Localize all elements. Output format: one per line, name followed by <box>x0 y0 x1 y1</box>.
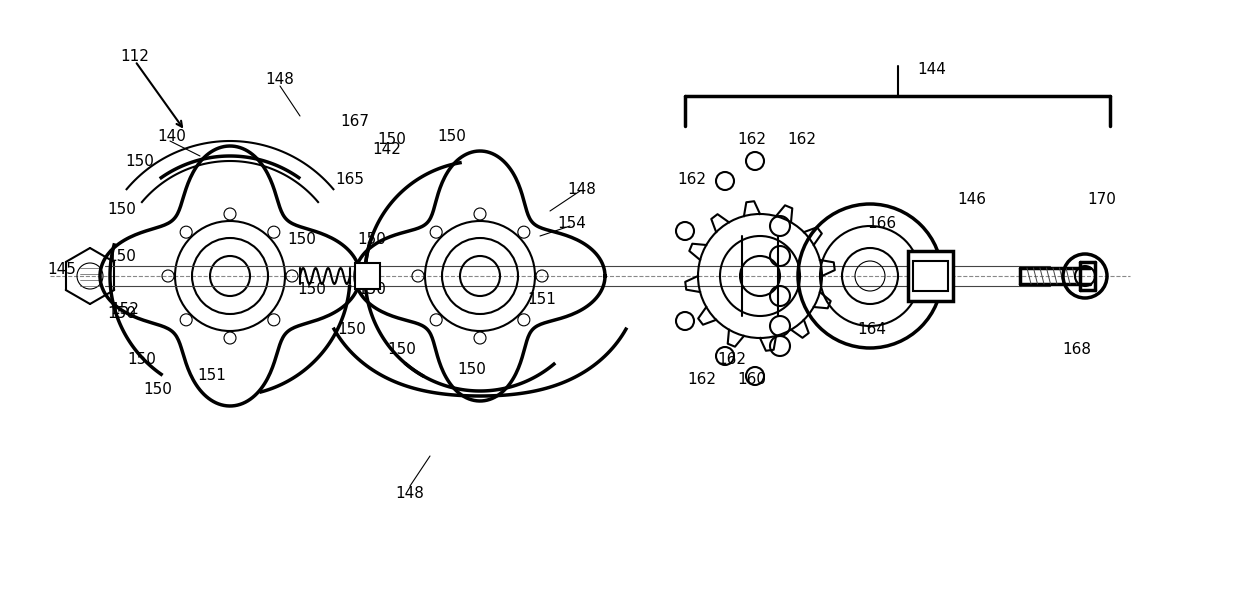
Text: 150: 150 <box>458 362 486 376</box>
FancyBboxPatch shape <box>913 261 947 291</box>
Text: 150: 150 <box>288 232 316 246</box>
Text: 151: 151 <box>197 368 227 384</box>
Text: 150: 150 <box>125 153 155 169</box>
Text: 148: 148 <box>568 181 596 197</box>
Text: 162: 162 <box>718 351 746 367</box>
Text: 165: 165 <box>336 172 365 186</box>
Text: 148: 148 <box>265 71 294 87</box>
FancyBboxPatch shape <box>908 251 952 301</box>
Text: 146: 146 <box>957 191 987 207</box>
Text: 152: 152 <box>110 301 139 316</box>
Text: 162: 162 <box>687 371 717 387</box>
Text: 142: 142 <box>372 142 402 156</box>
Text: 150: 150 <box>388 342 417 356</box>
Text: 144: 144 <box>918 62 946 76</box>
Text: 150: 150 <box>357 282 387 296</box>
Text: 148: 148 <box>396 486 424 500</box>
Text: 150: 150 <box>337 321 367 337</box>
Text: 150: 150 <box>298 282 326 296</box>
Text: 168: 168 <box>1063 342 1091 356</box>
Text: 154: 154 <box>558 216 587 230</box>
Text: 150: 150 <box>438 128 466 144</box>
Text: 164: 164 <box>858 321 887 337</box>
Text: 150: 150 <box>144 381 172 397</box>
Text: 145: 145 <box>47 262 77 277</box>
Text: 150: 150 <box>377 131 407 147</box>
Text: 140: 140 <box>157 128 186 144</box>
Text: 166: 166 <box>868 216 897 230</box>
Text: 112: 112 <box>120 48 150 64</box>
Text: 160: 160 <box>738 371 766 387</box>
Text: 162: 162 <box>677 172 707 186</box>
Text: 162: 162 <box>738 131 766 147</box>
Text: 167: 167 <box>341 114 370 128</box>
FancyBboxPatch shape <box>355 263 379 289</box>
Text: 170: 170 <box>1087 191 1116 207</box>
Text: 150: 150 <box>108 249 136 263</box>
Text: 162: 162 <box>787 131 816 147</box>
Text: 150: 150 <box>108 306 136 321</box>
Text: 150: 150 <box>357 232 387 246</box>
Text: 151: 151 <box>527 291 557 307</box>
Text: 150: 150 <box>108 202 136 216</box>
Text: 150: 150 <box>128 351 156 367</box>
